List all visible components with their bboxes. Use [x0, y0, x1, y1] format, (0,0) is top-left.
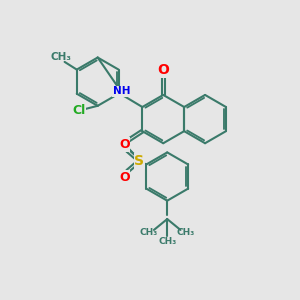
- Text: CH₃: CH₃: [158, 237, 176, 246]
- Text: NH: NH: [112, 86, 130, 96]
- Text: N: N: [118, 137, 129, 152]
- Text: Cl: Cl: [72, 103, 86, 117]
- Text: O: O: [119, 171, 130, 184]
- Text: CH₃: CH₃: [51, 52, 72, 62]
- Text: O: O: [157, 63, 169, 77]
- Text: CH₃: CH₃: [177, 228, 195, 237]
- Text: S: S: [134, 154, 144, 168]
- Text: CH₃: CH₃: [139, 228, 158, 237]
- Text: O: O: [119, 138, 130, 151]
